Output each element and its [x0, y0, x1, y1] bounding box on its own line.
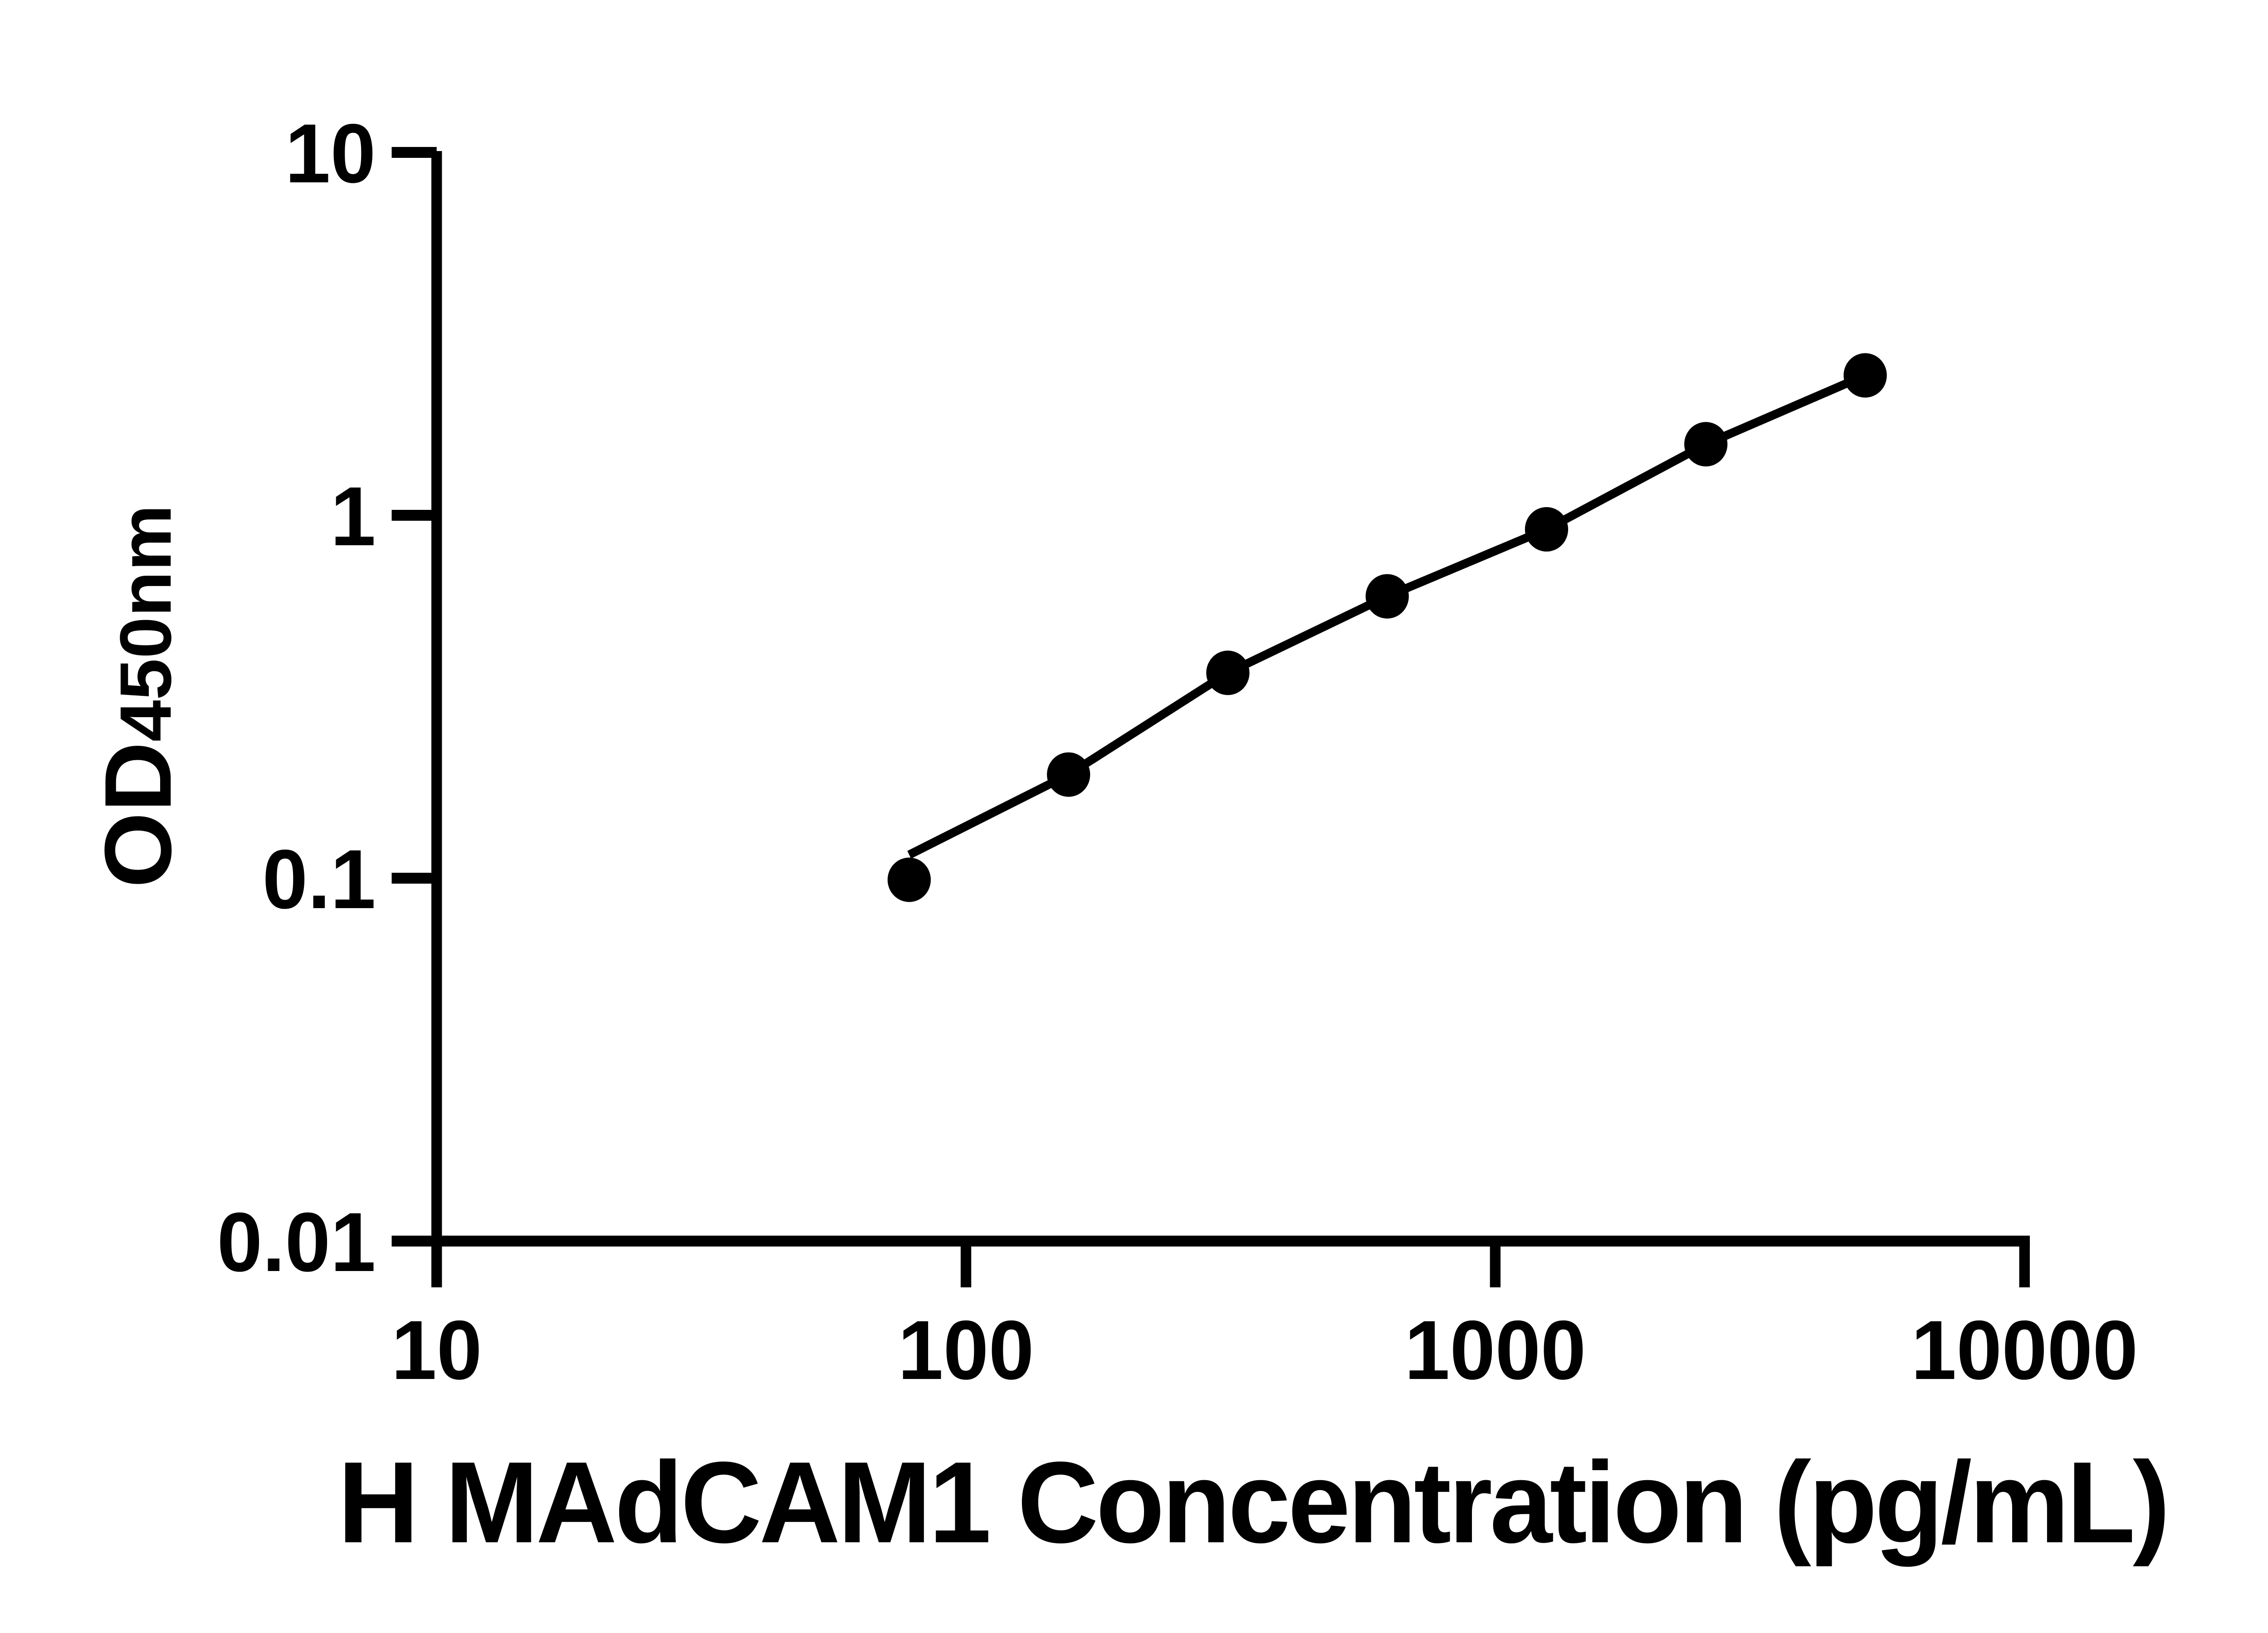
- x-axis-title: H MAdCAM1 Concentration (pg/mL): [338, 1438, 2168, 1567]
- y-tick-label-0.01: 0.01: [217, 1195, 376, 1289]
- data-point: [1365, 574, 1409, 619]
- y-axis-title: OD450nm: [85, 504, 191, 888]
- data-point: [1843, 353, 1887, 398]
- y-axis-title-main: OD: [85, 742, 191, 888]
- x-tick-label-1000: 1000: [1404, 1303, 1586, 1397]
- y-tick-labels: 10 1 0.1 0.01: [217, 107, 376, 1289]
- axis-frame: [431, 151, 2030, 1247]
- y-tick-label-10: 10: [285, 107, 376, 200]
- data-point: [1525, 507, 1569, 552]
- x-tick-labels: 10 100 1000 10000: [391, 1303, 2138, 1397]
- x-tick-label-10000: 10000: [1911, 1303, 2138, 1397]
- data-point: [1047, 752, 1090, 797]
- y-axis-title-subscript: 450nm: [105, 504, 186, 742]
- x-tick-label-10: 10: [391, 1303, 482, 1397]
- data-point: [1206, 650, 1250, 695]
- data-point: [887, 857, 931, 902]
- x-tick-label-100: 100: [898, 1303, 1034, 1397]
- axes: [391, 147, 2030, 1287]
- data-series: [887, 353, 1887, 902]
- y-tick-label-0.1: 0.1: [262, 832, 376, 926]
- y-tick-label-1: 1: [330, 469, 376, 563]
- data-point: [1684, 422, 1728, 467]
